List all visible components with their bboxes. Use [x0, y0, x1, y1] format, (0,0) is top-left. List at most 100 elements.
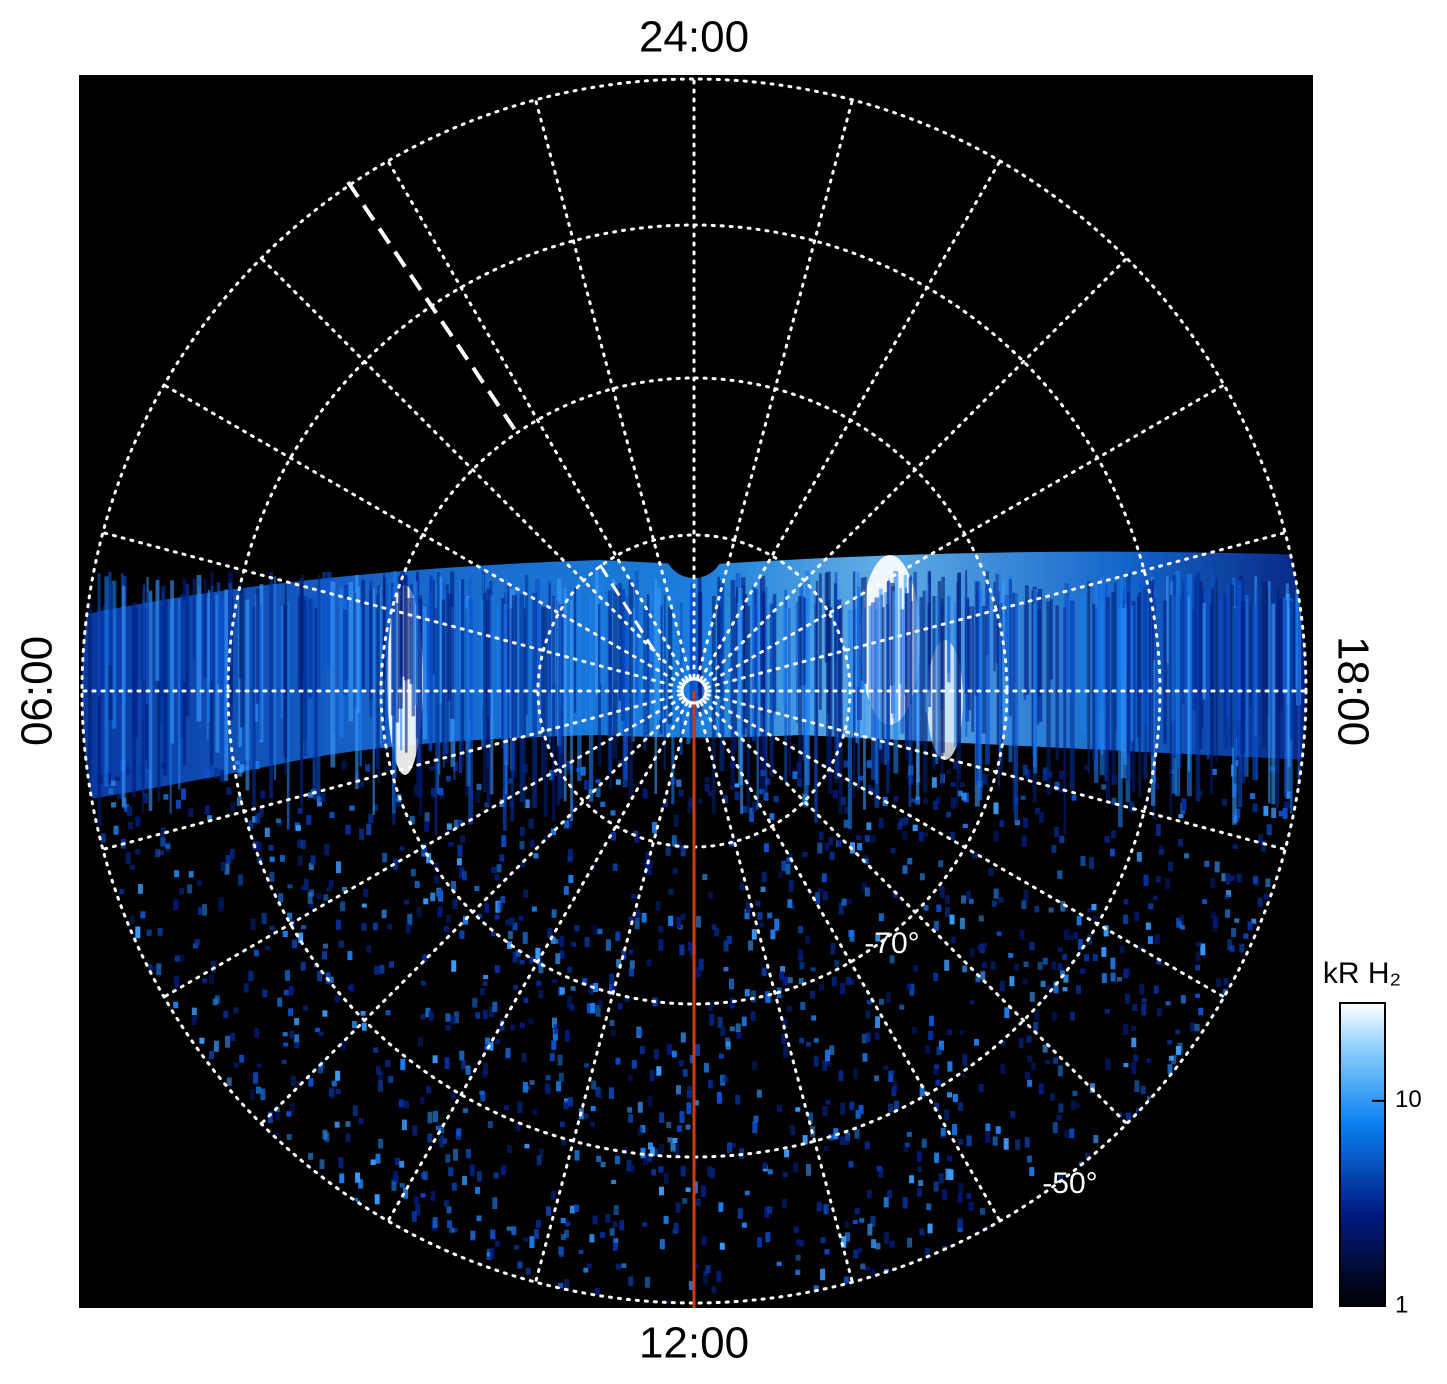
noise-pixel — [652, 822, 658, 834]
noise-pixel — [174, 976, 180, 987]
noise-pixel — [685, 1124, 691, 1130]
noise-pixel — [1087, 908, 1093, 913]
noise-pixel — [922, 832, 928, 837]
noise-pixel — [761, 871, 767, 883]
noise-pixel — [545, 1075, 551, 1081]
noise-pixel — [813, 1038, 819, 1043]
noise-pixel — [1026, 1035, 1032, 1043]
noise-pixel — [1278, 810, 1284, 817]
noise-pixel — [646, 959, 652, 967]
noise-pixel — [1008, 953, 1014, 958]
noise-pixel — [443, 1200, 449, 1207]
noise-pixel — [564, 1030, 570, 1042]
colorbar-tick-label: 10 — [1395, 1086, 1422, 1113]
noise-pixel — [268, 845, 274, 851]
aurora-streak — [355, 574, 359, 790]
noise-pixel — [459, 1050, 465, 1061]
aurora-streak — [900, 609, 905, 734]
noise-pixel — [1076, 915, 1082, 926]
noise-pixel — [446, 1206, 452, 1214]
aurora-streak — [314, 608, 318, 765]
noise-pixel — [798, 977, 804, 985]
aurora-streak — [965, 580, 968, 737]
noise-pixel — [678, 789, 684, 797]
noise-pixel — [1221, 873, 1227, 882]
noise-pixel — [928, 1030, 934, 1041]
noise-pixel — [567, 996, 573, 1009]
noise-pixel — [495, 1240, 501, 1247]
noise-pixel — [538, 989, 544, 999]
aurora-streak — [659, 605, 663, 734]
aurora-streak — [377, 585, 381, 784]
aurora-streak — [612, 584, 618, 760]
noise-pixel — [843, 760, 849, 768]
noise-pixel — [865, 1010, 871, 1019]
meridian-line — [702, 699, 1129, 1126]
noise-pixel — [1000, 1040, 1006, 1046]
noise-pixel — [934, 1152, 940, 1164]
noise-pixel — [758, 922, 764, 928]
noise-pixel — [778, 871, 784, 878]
noise-pixel — [286, 1134, 292, 1140]
noise-pixel — [591, 1080, 597, 1090]
noise-pixel — [915, 796, 921, 805]
aurora-streak — [893, 571, 899, 774]
aurora-streak — [203, 578, 207, 678]
noise-pixel — [1045, 1059, 1051, 1065]
noise-pixel — [302, 1005, 308, 1011]
noise-pixel — [106, 772, 112, 785]
noise-pixel — [795, 1254, 801, 1261]
noise-pixel — [821, 873, 827, 883]
time-label: 06:00 — [13, 636, 62, 746]
noise-pixel — [437, 911, 443, 918]
aurora-streak — [940, 597, 944, 711]
noise-pixel — [159, 850, 165, 856]
aurora-streak — [384, 585, 389, 751]
noise-pixel — [667, 1137, 673, 1143]
noise-pixel — [861, 882, 867, 892]
aurora-streak — [985, 582, 990, 765]
noise-pixel — [717, 1016, 723, 1028]
noise-pixel — [975, 975, 981, 983]
noise-pixel — [918, 1179, 924, 1186]
aurora-streak — [711, 595, 716, 814]
noise-pixel — [415, 1204, 421, 1216]
aurora-streak — [1087, 581, 1091, 774]
noise-pixel — [213, 767, 219, 779]
noise-pixel — [858, 1104, 864, 1115]
noise-pixel — [795, 1107, 801, 1112]
noise-pixel — [366, 945, 372, 953]
noise-pixel — [234, 1062, 240, 1068]
noise-pixel — [595, 787, 601, 798]
aurora-streak — [618, 582, 622, 701]
noise-pixel — [961, 895, 967, 904]
noise-pixel — [867, 1223, 873, 1236]
noise-pixel — [678, 1060, 684, 1067]
aurora-streak — [524, 574, 529, 715]
noise-pixel — [1021, 835, 1027, 847]
noise-pixel — [519, 826, 525, 836]
noise-pixel — [108, 788, 114, 795]
noise-pixel — [1225, 873, 1231, 885]
noise-pixel — [714, 927, 720, 937]
noise-pixel — [377, 1079, 383, 1092]
noise-pixel — [822, 1059, 828, 1071]
noise-pixel — [1147, 936, 1153, 945]
noise-pixel — [446, 823, 452, 830]
noise-pixel — [308, 1152, 314, 1160]
aurora-streak — [981, 605, 987, 734]
noise-pixel — [365, 764, 371, 772]
noise-pixel — [515, 950, 521, 957]
noise-pixel — [559, 935, 565, 948]
noise-pixel — [501, 835, 507, 848]
aurora-streak — [833, 583, 837, 783]
noise-pixel — [753, 1115, 759, 1123]
aurora-streak — [1233, 608, 1237, 784]
noise-pixel — [729, 1026, 735, 1032]
noise-pixel — [745, 901, 751, 913]
aurora-streak — [1093, 607, 1098, 771]
noise-pixel — [1197, 790, 1203, 797]
noise-pixel — [323, 894, 329, 901]
noise-pixel — [537, 958, 543, 966]
noise-pixel — [300, 925, 306, 930]
